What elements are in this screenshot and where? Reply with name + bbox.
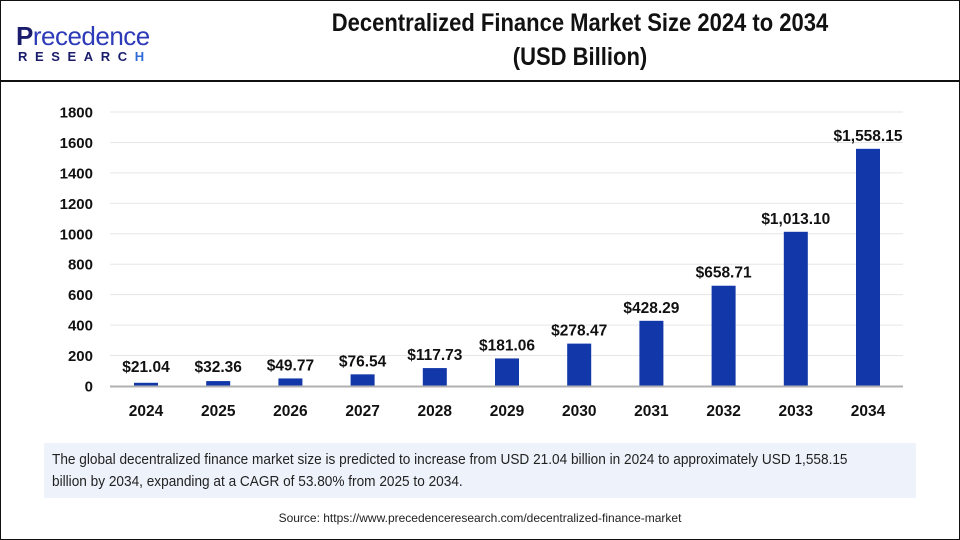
y-tick-label: 1800 — [60, 105, 93, 122]
y-tick-label: 1000 — [60, 226, 93, 243]
logo-wordmark: Precedence — [16, 22, 150, 50]
bar — [278, 378, 303, 386]
y-tick-label: 600 — [68, 287, 93, 304]
logo-subtitle: RESEARCH — [18, 50, 152, 64]
y-tick-label: 0 — [85, 379, 93, 396]
data-label: $181.06 — [479, 337, 535, 354]
data-label: $428.29 — [623, 300, 679, 317]
bar — [422, 368, 447, 386]
source-note: Source: https://www.precedenceresearch.c… — [278, 511, 682, 525]
x-tick-label: 2034 — [851, 403, 886, 420]
logo-subtitle-main: RESEARC — [18, 49, 135, 64]
x-tick-label: 2028 — [418, 403, 453, 420]
gridlines — [110, 111, 903, 357]
bar — [567, 343, 592, 386]
data-label: $21.04 — [122, 359, 170, 376]
bar — [350, 374, 375, 386]
data-label: $32.36 — [194, 359, 242, 376]
bar — [711, 285, 736, 386]
bar — [495, 358, 519, 386]
data-label: $49.77 — [267, 357, 314, 374]
bar — [639, 320, 664, 386]
x-tick-label: 2027 — [345, 403, 379, 420]
logo-initial: P — [16, 21, 33, 51]
logo-subtitle-last: H — [134, 49, 152, 64]
data-label: $278.47 — [551, 323, 607, 340]
data-label: $1,013.10 — [761, 211, 830, 228]
y-axis-ticks: 0 200 400 600 800 1000 1200 1400 1600 1800 — [60, 105, 93, 396]
data-label: $658.71 — [696, 265, 752, 282]
bar — [206, 381, 231, 386]
logo-word-rest: recedence — [32, 21, 150, 51]
bars — [134, 148, 880, 386]
y-tick-label: 1400 — [60, 165, 93, 182]
summary-box: The global decentralized finance market … — [44, 443, 916, 498]
y-tick-label: 1600 — [60, 135, 93, 152]
bar — [134, 382, 158, 386]
precedence-research-logo: Precedence RESEARCH — [16, 22, 161, 66]
bar — [783, 231, 808, 386]
data-label: $1,558.15 — [834, 128, 903, 145]
x-tick-label: 2030 — [562, 403, 596, 420]
bar-chart: 0 200 400 600 800 1000 1200 1400 1600 1800 $21.04… — [60, 105, 903, 420]
y-tick-label: 1200 — [60, 196, 93, 213]
data-label: $117.73 — [407, 347, 463, 364]
data-label: $76.54 — [339, 353, 387, 370]
x-tick-label: 2032 — [706, 403, 740, 420]
bar — [856, 148, 880, 386]
chart-title: Decentralized Finance Market Size 2024 t… — [246, 6, 915, 74]
x-tick-label: 2026 — [273, 403, 308, 420]
x-tick-label: 2025 — [201, 403, 236, 420]
summary-text: The global decentralized finance market … — [52, 452, 848, 490]
chart-title-line-2: (USD Billion) — [512, 43, 648, 71]
x-tick-label: 2031 — [634, 403, 669, 420]
x-tick-label: 2024 — [129, 403, 164, 420]
x-axis-ticks: 2024 2025 2026 2027 2028 2029 2030 2031 2032 2033… — [129, 403, 886, 420]
y-tick-label: 400 — [68, 318, 93, 335]
header-divider — [0, 80, 960, 82]
chart-title-line-1: Decentralized Finance Market Size 2024 t… — [331, 9, 829, 37]
data-labels: $21.04 $32.36 $49.77 $76.54 $117.73 $181.06 $2… — [122, 128, 903, 376]
x-tick-label: 2029 — [490, 403, 525, 420]
x-tick-label: 2033 — [779, 403, 814, 420]
y-tick-label: 800 — [68, 257, 93, 274]
y-tick-label: 200 — [68, 348, 93, 365]
